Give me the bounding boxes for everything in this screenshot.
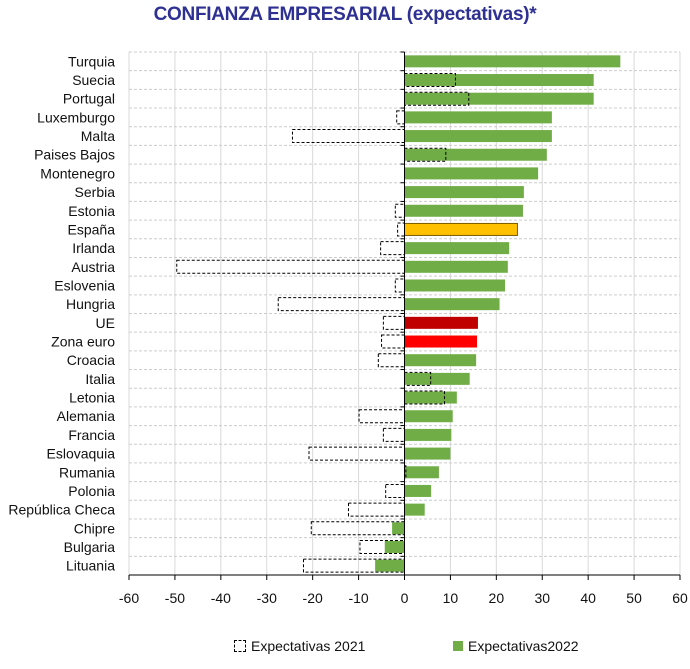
bar-2022	[404, 484, 432, 497]
bar-2022	[404, 298, 500, 311]
category-label: Zona euro	[51, 334, 115, 350]
legend-label-2021: Expectativas 2021	[251, 638, 366, 654]
bar-2021	[394, 278, 406, 293]
bar-2022	[404, 503, 425, 516]
category-label: Eslovenia	[54, 277, 115, 293]
category-label: Luxemburgo	[37, 109, 115, 125]
bar-2021	[277, 297, 405, 312]
bar-2021	[347, 502, 405, 517]
x-tick-label: 10	[443, 590, 459, 606]
bar-2021	[385, 483, 405, 498]
category-label: Chipre	[74, 520, 115, 536]
category-label: Letonia	[69, 390, 115, 406]
bar-2022	[404, 466, 439, 479]
category-label: Francia	[68, 427, 115, 443]
category-label: Portugal	[63, 91, 115, 107]
x-tick-label: -60	[119, 590, 139, 606]
bar-2021	[358, 409, 406, 424]
category-label: Austria	[71, 259, 115, 275]
category-label: Hungria	[66, 296, 115, 312]
bar-2022	[404, 410, 453, 423]
category-label: Eslovaquia	[47, 446, 116, 462]
bar-2021	[382, 427, 405, 442]
x-tick-label: -10	[348, 590, 368, 606]
bar-2022	[404, 111, 552, 124]
bar-2021	[308, 446, 406, 461]
bar-2021	[404, 390, 445, 405]
x-tick-label: -30	[257, 590, 277, 606]
x-tick-label: 50	[626, 590, 642, 606]
bar-2022	[404, 186, 524, 199]
bar-2022	[404, 130, 552, 143]
bar-2022	[404, 55, 621, 68]
bar-2022	[375, 559, 405, 572]
category-label: Rumania	[59, 464, 115, 480]
bar-2022	[404, 260, 508, 273]
x-tick-label: 30	[534, 590, 550, 606]
category-label: Polonia	[68, 483, 115, 499]
category-label: Suecia	[72, 72, 115, 88]
bar-2022	[404, 335, 478, 348]
category-label: Irlanda	[72, 240, 115, 256]
bar-2022	[392, 522, 405, 535]
bar-2021	[176, 259, 405, 274]
bar-2022	[404, 222, 518, 236]
bar-2021	[394, 203, 406, 218]
category-label: Estonia	[68, 203, 115, 219]
bar-2022	[404, 167, 539, 180]
bar-2022	[404, 447, 451, 460]
bar-2021	[377, 353, 406, 368]
bar-2021	[380, 241, 405, 256]
bar-2022	[404, 279, 506, 292]
bar-2022	[404, 204, 523, 217]
bar-2022	[384, 540, 405, 553]
bar-2021	[382, 315, 405, 330]
bar-2022	[404, 316, 478, 329]
bar-2021	[396, 110, 405, 125]
category-label: Malta	[81, 128, 115, 144]
chart-title: CONFIANZA EMPRESARIAL (expectativas)*	[153, 4, 537, 25]
bar-2022	[404, 242, 510, 255]
bar-2021	[404, 91, 470, 106]
legend-swatch-2022	[453, 641, 463, 651]
x-tick-label: 20	[489, 590, 505, 606]
category-label: Paises Bajos	[34, 147, 115, 163]
legend-swatch-2021	[234, 640, 246, 652]
x-tick-label: 0	[401, 590, 409, 606]
bar-2021	[381, 334, 405, 349]
bar-2022	[404, 148, 547, 161]
legend-item-2021: Expectativas 2021	[234, 638, 365, 654]
category-label: República Checa	[8, 502, 115, 518]
bar-2022	[404, 92, 594, 105]
legend-label-2022: Expectativas2022	[468, 638, 579, 654]
legend-item-2022: Expectativas2022	[453, 638, 579, 654]
category-label: Bulgaria	[64, 539, 116, 555]
x-tick-label: 40	[580, 590, 596, 606]
category-label: Serbia	[75, 184, 116, 200]
x-tick-label: -20	[303, 590, 323, 606]
category-label: Turquia	[68, 53, 115, 69]
category-label: Croacia	[67, 352, 115, 368]
category-label: Alemania	[57, 408, 116, 424]
bar-2021	[397, 222, 405, 237]
bar-2021	[310, 521, 405, 536]
x-tick-label: 60	[672, 590, 688, 606]
x-tick-label: -40	[211, 590, 231, 606]
x-tick-label: -50	[165, 590, 185, 606]
bar-2022	[404, 428, 452, 441]
bar-2022	[404, 74, 594, 87]
bar-2022	[404, 391, 457, 404]
bar-2022	[404, 354, 477, 367]
category-label: UE	[96, 315, 115, 331]
bar-2021	[291, 129, 406, 144]
category-label: Lituania	[66, 558, 115, 574]
category-label: España	[68, 221, 116, 237]
bar-2022	[404, 372, 470, 385]
category-label: Italia	[85, 371, 115, 387]
category-label: Montenegro	[40, 165, 115, 181]
